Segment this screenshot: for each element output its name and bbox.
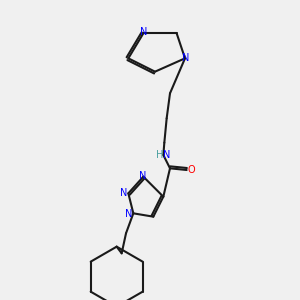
Text: N: N (140, 27, 147, 37)
Text: N: N (120, 188, 127, 198)
Text: N: N (139, 171, 146, 181)
Text: N: N (163, 150, 170, 160)
Text: O: O (188, 165, 196, 175)
Text: H: H (156, 150, 163, 160)
Text: N: N (124, 209, 132, 219)
Text: N: N (182, 53, 190, 63)
